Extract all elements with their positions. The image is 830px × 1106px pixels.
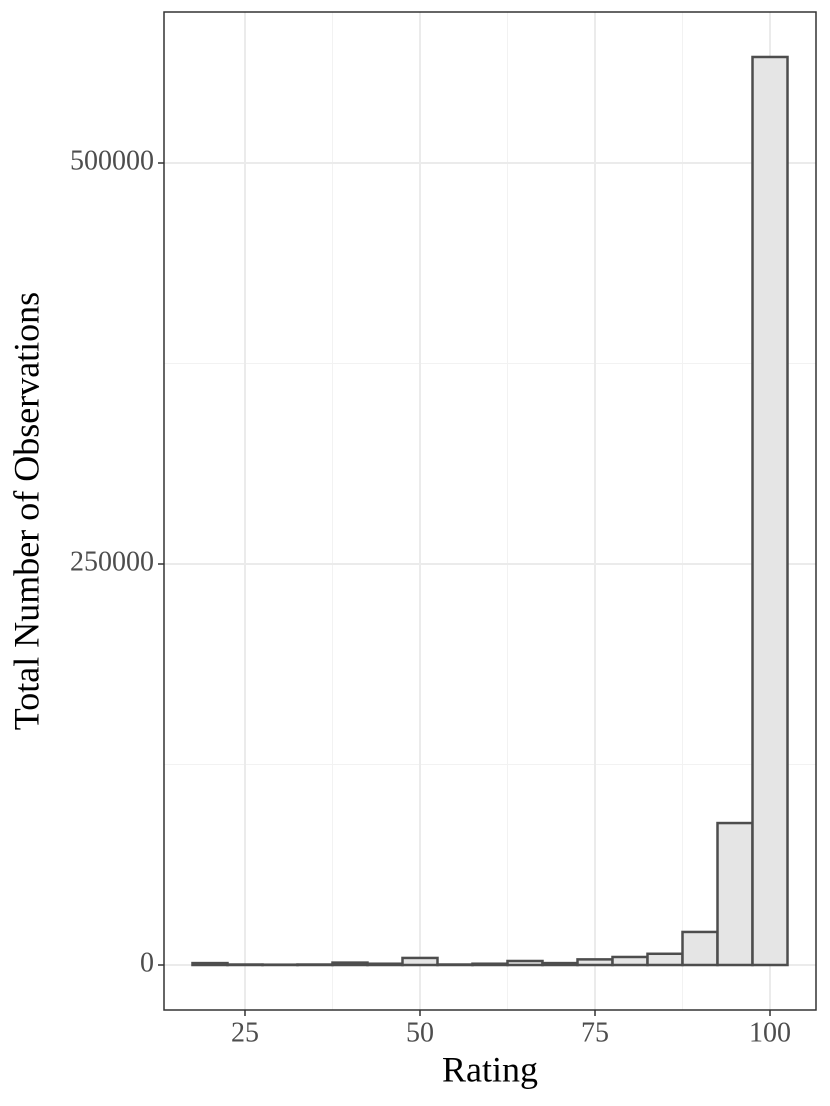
bar — [366, 962, 404, 967]
bar — [716, 821, 754, 967]
bar — [611, 955, 649, 967]
bar — [541, 961, 579, 967]
bar — [191, 961, 229, 967]
bar — [646, 952, 684, 967]
y-axis-label: Total Number of Observations — [6, 292, 46, 730]
plot-border — [163, 11, 817, 1011]
y-tick-label: 0 — [140, 947, 154, 978]
y-tick-label: 250000 — [70, 546, 154, 577]
bar — [751, 55, 789, 967]
y-tick-label: 500000 — [70, 145, 154, 176]
x-axis-label: Rating — [442, 1049, 538, 1089]
bar — [506, 959, 544, 967]
bar — [331, 961, 369, 967]
x-tick-label: 100 — [749, 1017, 791, 1048]
x-tick-label: 75 — [581, 1017, 609, 1048]
bar — [576, 958, 614, 967]
x-tick-label: 25 — [231, 1017, 259, 1048]
x-tick-label: 50 — [406, 1017, 434, 1048]
bar — [471, 962, 509, 967]
bar — [681, 930, 719, 967]
bar — [401, 956, 439, 967]
